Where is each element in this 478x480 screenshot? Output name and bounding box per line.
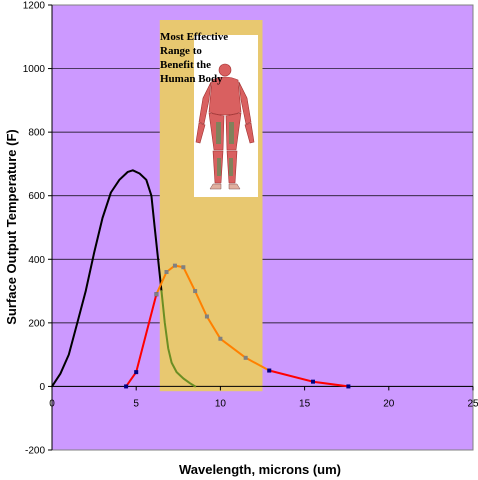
band-label: Most Effective Range to Benefit the Human B… <box>160 31 228 85</box>
x-tick-labels: 0 5 10 15 20 25 <box>49 386 478 409</box>
series-line <box>51 169 163 388</box>
series-point <box>204 314 209 319</box>
x-tick-label: 20 <box>383 398 395 409</box>
y-tick-label: 1200 <box>23 1 46 12</box>
series-layer <box>51 169 351 389</box>
band-label-line: Human Body <box>160 73 223 85</box>
series-point <box>164 270 169 274</box>
x-axis-title: Wavelength, microns (um) <box>179 462 341 477</box>
x-tick-label: 10 <box>215 398 227 409</box>
series-point <box>243 355 248 360</box>
series-point <box>181 265 186 270</box>
band-label-line: Range to <box>160 45 202 57</box>
y-tick-label: 1000 <box>23 64 46 75</box>
series-point <box>267 368 272 373</box>
x-tick-label: 0 <box>49 398 55 409</box>
y-tick-labels: -200 0 200 400 600 800 1000 1200 <box>23 1 52 457</box>
series-point <box>311 379 316 384</box>
band-label-line: Most Effective <box>160 31 228 43</box>
y-tick-label: 600 <box>28 191 45 202</box>
series-point <box>172 263 177 268</box>
series-point <box>154 292 159 297</box>
x-tick-label: 5 <box>133 398 139 409</box>
series-point <box>124 384 129 389</box>
y-tick-label: 800 <box>28 128 45 139</box>
series-point <box>218 336 223 341</box>
y-axis-title: Surface Output Temperature (F) <box>4 129 19 325</box>
y-tick-label: -200 <box>25 446 45 457</box>
human-body-illustration <box>194 35 258 197</box>
series-point <box>134 370 139 375</box>
series-point <box>346 384 351 389</box>
series-point <box>193 289 198 294</box>
series-line <box>160 290 197 388</box>
y-tick-label: 400 <box>28 255 45 266</box>
y-tick-label: 200 <box>28 318 45 329</box>
x-tick-label: 15 <box>299 398 311 409</box>
y-tick-label: 0 <box>39 382 45 393</box>
x-tick-label: 25 <box>467 398 478 409</box>
band-label-line: Benefit the <box>160 59 211 71</box>
